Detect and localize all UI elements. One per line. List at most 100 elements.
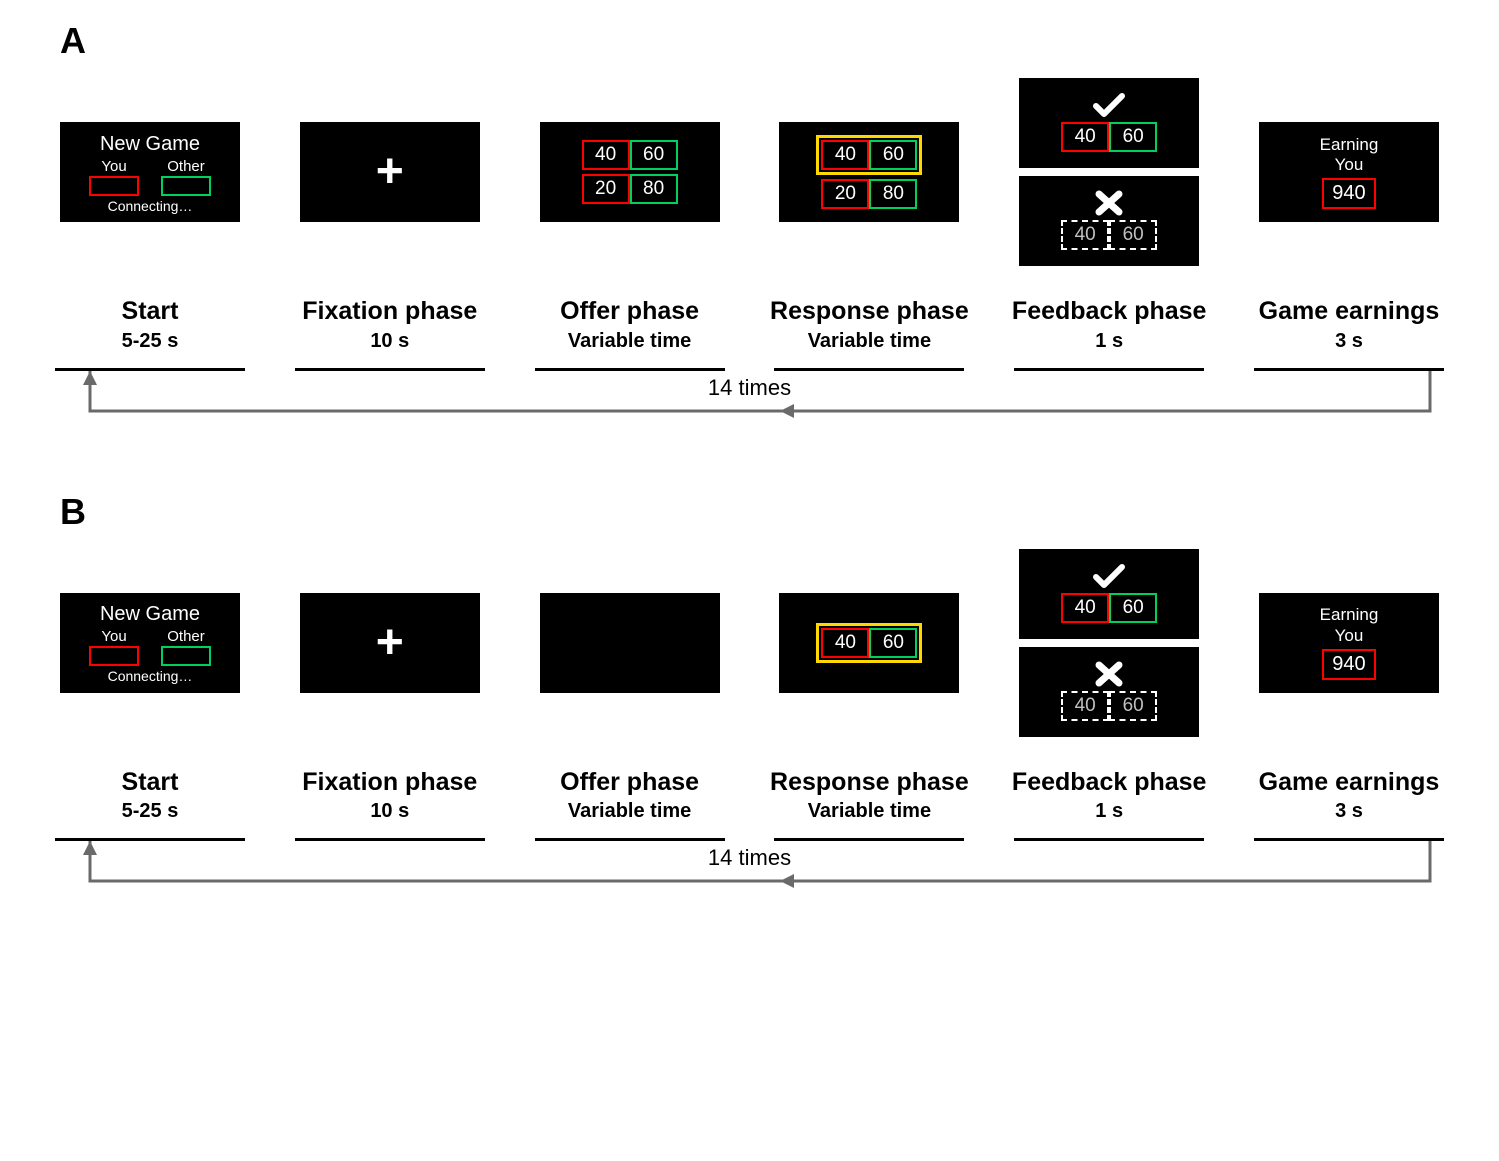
start-title: New Game: [100, 133, 200, 156]
stage-title: Offer phase: [560, 766, 699, 799]
stage-title: Response phase: [770, 295, 969, 328]
stage-time: Variable time: [770, 798, 969, 824]
response-you-value: 20: [821, 179, 869, 209]
stage-offer: 40 60 20 80 Offer phase Variable time: [520, 67, 740, 371]
connecting-text: Connecting…: [108, 668, 193, 684]
stage-earnings: Earning You 940 Game earnings 3 s: [1239, 538, 1459, 842]
loop-label: 14 times: [698, 375, 801, 401]
stage-time: Variable time: [560, 328, 699, 354]
stage-time: 1 s: [1012, 328, 1207, 354]
response-screen: 40 60: [779, 593, 959, 693]
x-icon: [1095, 190, 1123, 216]
stage-time: Variable time: [560, 798, 699, 824]
offer-other-value: 60: [630, 140, 678, 170]
stage-earnings: Earning You 940 Game earnings 3 s: [1239, 67, 1459, 371]
feedback-you-value: 40: [1061, 122, 1109, 152]
panel-A: A New Game You Other: [20, 20, 1479, 441]
earnings-title-1: Earning: [1320, 135, 1379, 154]
feedback-accept-screen: 40 60: [1019, 549, 1199, 639]
loop-label: 14 times: [698, 845, 801, 871]
stage-feedback: 40 60 40 60 Feedback phase 1 s: [999, 67, 1219, 371]
panel-label: A: [60, 20, 1479, 62]
you-box-icon: [89, 646, 139, 666]
stage-title: Game earnings: [1259, 766, 1440, 799]
stages-row: New Game You Other Connecting…: [20, 67, 1479, 371]
stage-fixation: + Fixation phase 10 s: [280, 67, 500, 371]
feedback-accept-screen: 40 60: [1019, 78, 1199, 168]
you-box-icon: [89, 176, 139, 196]
stage-title: Start: [122, 766, 179, 799]
fixation-cross-icon: +: [376, 148, 404, 196]
stage-response: 40 60 Response phase Variable time: [759, 538, 979, 842]
panel-B: B New Game You Other: [20, 491, 1479, 912]
other-box-icon: [161, 176, 211, 196]
earnings-value: 940: [1322, 178, 1375, 209]
offer-you-value: 20: [582, 174, 630, 204]
stage-title: Start: [122, 295, 179, 328]
response-other-value: 80: [869, 179, 917, 209]
start-title: New Game: [100, 603, 200, 626]
panel-label: B: [60, 491, 1479, 533]
response-other-value: 60: [869, 140, 917, 170]
stage-start: New Game You Other Connecting…: [40, 538, 260, 842]
earnings-title-2: You: [1335, 155, 1364, 174]
you-label: You: [101, 158, 126, 175]
stage-title: Fixation phase: [302, 295, 477, 328]
stage-start: New Game You Other Connecting…: [40, 67, 260, 371]
stage-title: Game earnings: [1259, 295, 1440, 328]
feedback-you-value: 40: [1061, 593, 1109, 623]
check-icon: [1092, 92, 1126, 118]
fixation-screen: +: [300, 122, 480, 222]
stage-time: 10 s: [302, 328, 477, 354]
feedback-other-value: 60: [1109, 122, 1157, 152]
feedback-other-value: 60: [1109, 593, 1157, 623]
feedback-you-rejected: 40: [1061, 220, 1109, 250]
offer-other-value: 80: [630, 174, 678, 204]
response-selected-row: 40 60: [816, 135, 922, 175]
offer-you-value: 40: [582, 140, 630, 170]
response-screen: 40 60 20 80: [779, 122, 959, 222]
feedback-reject-screen: 40 60: [1019, 176, 1199, 266]
response-you-value: 40: [821, 628, 869, 658]
check-icon: [1092, 563, 1126, 589]
stage-feedback: 40 60 40 60 Feedback phase 1 s: [999, 538, 1219, 842]
response-selected-row: 40 60: [816, 623, 922, 663]
stages-row: New Game You Other Connecting…: [20, 538, 1479, 842]
response-other-value: 60: [869, 628, 917, 658]
fixation-screen: +: [300, 593, 480, 693]
stage-time: 10 s: [302, 798, 477, 824]
connecting-text: Connecting…: [108, 198, 193, 214]
stage-title: Offer phase: [560, 295, 699, 328]
feedback-you-rejected: 40: [1061, 691, 1109, 721]
offer-screen: 40 60 20 80: [540, 122, 720, 222]
stage-time: Variable time: [770, 328, 969, 354]
other-label: Other: [167, 158, 205, 175]
fixation-cross-icon: +: [376, 619, 404, 667]
earnings-title-1: Earning: [1320, 605, 1379, 624]
stage-title: Fixation phase: [302, 766, 477, 799]
loop-arrow: 14 times: [70, 841, 1429, 911]
earnings-title-2: You: [1335, 626, 1364, 645]
stage-response: 40 60 20 80 Response phase Variable time: [759, 67, 979, 371]
stage-time: 5-25 s: [122, 798, 179, 824]
x-icon: [1095, 661, 1123, 687]
other-box-icon: [161, 646, 211, 666]
feedback-other-rejected: 60: [1109, 691, 1157, 721]
response-you-value: 40: [821, 140, 869, 170]
loop-arrow: 14 times: [70, 371, 1429, 441]
earnings-value: 940: [1322, 649, 1375, 680]
start-screen: New Game You Other Connecting…: [60, 593, 240, 693]
earnings-screen: Earning You 940: [1259, 122, 1439, 222]
stage-title: Feedback phase: [1012, 766, 1207, 799]
feedback-reject-screen: 40 60: [1019, 647, 1199, 737]
other-label: Other: [167, 628, 205, 645]
stage-time: 1 s: [1012, 798, 1207, 824]
stage-fixation: + Fixation phase 10 s: [280, 538, 500, 842]
earnings-screen: Earning You 940: [1259, 593, 1439, 693]
feedback-other-rejected: 60: [1109, 220, 1157, 250]
stage-time: 3 s: [1259, 798, 1440, 824]
stage-time: 5-25 s: [122, 328, 179, 354]
offer-blank-screen: [540, 593, 720, 693]
stage-title: Response phase: [770, 766, 969, 799]
start-screen: New Game You Other Connecting…: [60, 122, 240, 222]
